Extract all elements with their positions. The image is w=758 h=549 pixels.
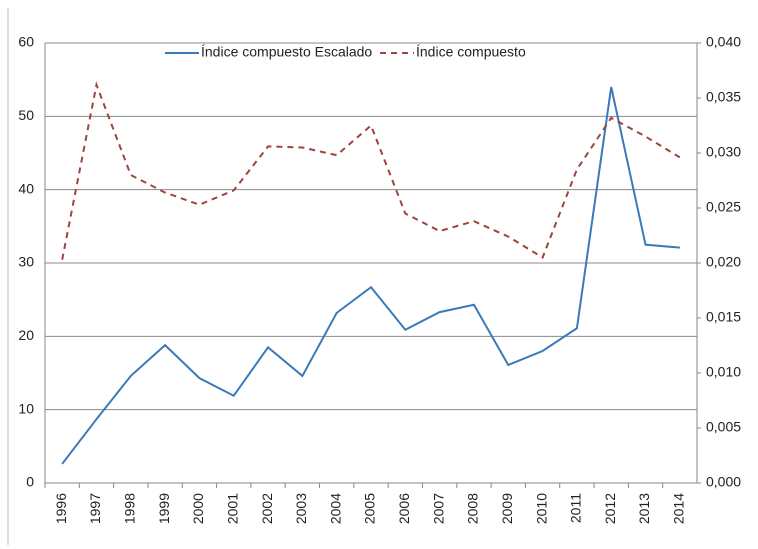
y-tick-label: 0	[26, 474, 34, 490]
y2-tick-label: 0,020	[706, 254, 741, 270]
y2-tick-label: 0,025	[706, 199, 741, 215]
y2-tick-label: 0,005	[706, 419, 741, 435]
x-tick-label: 1999	[156, 493, 172, 524]
series-line	[61, 81, 681, 260]
x-tick-label: 2009	[499, 493, 515, 524]
y-tick-label: 40	[18, 180, 34, 196]
x-tick-label: 2007	[430, 493, 446, 524]
x-tick-label: 1996	[53, 493, 69, 524]
y-tick-label: 60	[18, 34, 34, 50]
y-tick-label: 50	[18, 107, 34, 123]
x-tick-label: 2003	[293, 493, 309, 524]
x-tick-label: 2001	[224, 493, 240, 524]
x-tick-label: 2004	[327, 493, 343, 524]
y2-tick-label: 0,000	[706, 474, 741, 490]
x-tick-label: 2013	[636, 493, 652, 524]
y-tick-label: 10	[18, 400, 34, 416]
x-tick-label: 2002	[259, 493, 275, 524]
legend-label: Índice compuesto	[416, 44, 526, 60]
y2-tick-label: 0,015	[706, 309, 741, 325]
x-tick-label: 2005	[362, 493, 378, 524]
x-tick-label: 2000	[190, 493, 206, 524]
x-tick-label: 1998	[121, 493, 137, 524]
legend-label: Índice compuesto Escalado	[201, 44, 372, 60]
x-tick-label: 2008	[465, 493, 481, 524]
y2-tick-label: 0,030	[706, 144, 741, 160]
x-tick-label: 2012	[602, 493, 618, 524]
x-tick-label: 2006	[396, 493, 412, 524]
series-line	[61, 86, 680, 465]
y-tick-label: 30	[18, 254, 34, 270]
x-tick-label: 2010	[533, 493, 549, 524]
y2-tick-label: 0,035	[706, 89, 741, 105]
y2-tick-label: 0,010	[706, 364, 741, 380]
x-tick-label: 2014	[671, 493, 687, 524]
y2-tick-label: 0,040	[706, 34, 741, 50]
x-tick-label: 1997	[87, 493, 103, 524]
x-tick-label: 2011	[568, 493, 584, 523]
y-tick-label: 20	[18, 327, 34, 343]
